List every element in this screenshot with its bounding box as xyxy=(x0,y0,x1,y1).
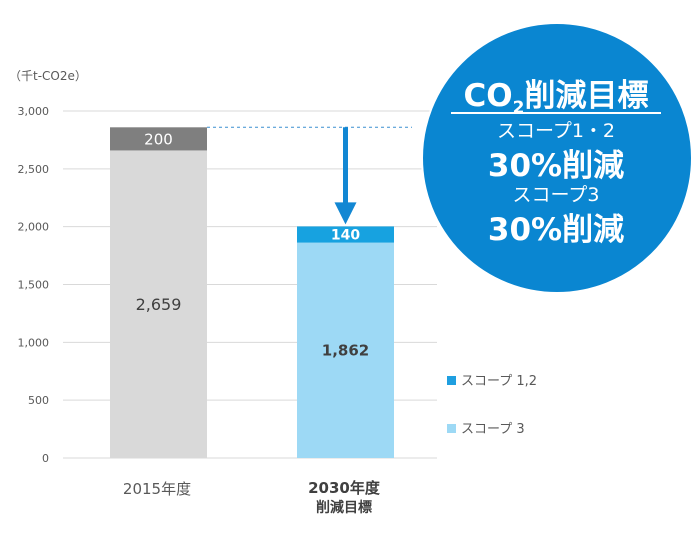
badge-title: CO2削減目標 xyxy=(464,78,649,118)
unit-label: （千t-CO2e） xyxy=(9,69,87,83)
legend-label-scope12: スコープ 1,2 xyxy=(461,374,537,389)
legend-label-scope3: スコープ 3 xyxy=(461,422,525,437)
x-category-sublabel-2030: 削減目標 xyxy=(316,499,372,516)
legend: スコープ 1,2 スコープ 3 xyxy=(447,374,537,437)
bar-value-label: 200 xyxy=(144,130,173,148)
y-axis-ticks: 0 500 1,000 1,500 2,000 2,500 3,000 xyxy=(18,105,50,465)
bar-segment xyxy=(110,150,207,459)
reduction-arrow-icon xyxy=(334,127,357,225)
badge-line-reduction-1: 30%削減 xyxy=(488,148,624,184)
bar-value-label: 140 xyxy=(331,228,360,244)
legend-swatch-scope3 xyxy=(447,424,456,433)
y-tick-label: 500 xyxy=(28,394,49,407)
value-labels: 2,659 200 1,862 140 xyxy=(136,130,370,359)
y-tick-label: 3,000 xyxy=(18,105,50,118)
x-category-label-2030: 2030年度 xyxy=(308,479,381,497)
badge-line-scope12: スコープ1・2 xyxy=(497,120,615,142)
y-tick-label: 1,000 xyxy=(18,336,50,349)
y-tick-label: 1,500 xyxy=(18,279,50,292)
bar-segment xyxy=(110,127,207,151)
bar-value-label: 1,862 xyxy=(322,342,369,360)
x-category-label-2015: 2015年度 xyxy=(123,480,191,498)
bars xyxy=(110,127,394,459)
target-badge: CO2削減目標 スコープ1・2 30%削減 スコープ3 30%削減 xyxy=(421,22,693,294)
badge-line-reduction-2: 30%削減 xyxy=(488,212,624,248)
badge-circle xyxy=(421,22,693,294)
y-tick-label: 2,500 xyxy=(18,163,50,176)
bar-value-label: 2,659 xyxy=(136,295,182,314)
y-tick-label: 0 xyxy=(42,452,49,465)
bar-segment xyxy=(297,242,394,458)
bar-segment xyxy=(297,226,394,243)
legend-swatch-scope12 xyxy=(447,376,456,385)
badge-line-scope3: スコープ3 xyxy=(513,184,600,206)
y-tick-label: 2,000 xyxy=(18,221,50,234)
